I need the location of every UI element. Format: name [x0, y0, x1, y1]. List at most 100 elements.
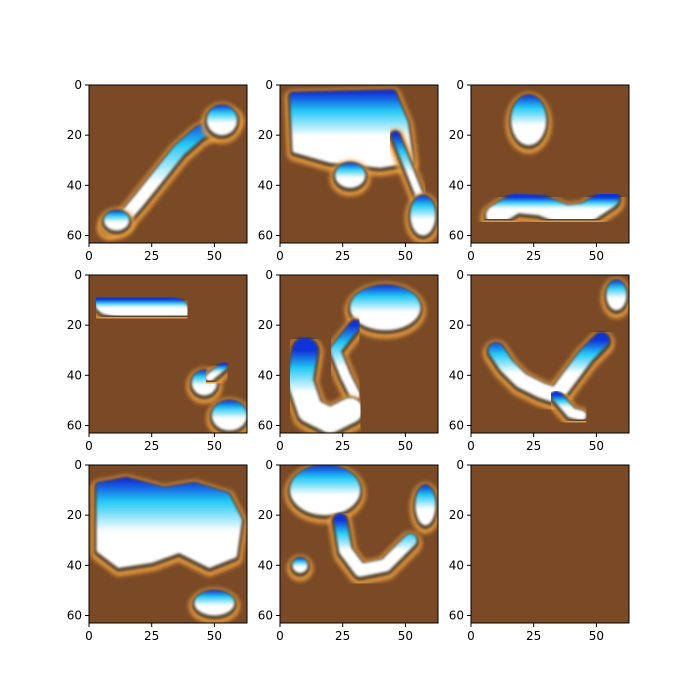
x-tick-label: 50	[207, 439, 222, 453]
y-tick-label: 0	[265, 268, 273, 282]
x-tick-label: 50	[589, 629, 604, 643]
y-tick-label: 60	[258, 228, 273, 242]
blob-ellipse	[104, 210, 130, 231]
blob-stroke	[486, 187, 619, 226]
subplot-row3-col1: 0 25 50 0 20 40 60	[67, 458, 248, 643]
y-tick-label: 20	[449, 508, 464, 522]
blob-polygon	[96, 477, 242, 568]
y-tick-label: 60	[449, 608, 464, 622]
blob-stroke	[330, 320, 361, 401]
x-tick-label: 50	[589, 249, 604, 263]
x-tick-label: 25	[335, 249, 350, 263]
y-tick-label: 0	[265, 458, 273, 472]
image-content	[282, 282, 426, 433]
y-tick-label: 20	[449, 318, 464, 332]
x-tick-label: 0	[276, 249, 284, 263]
image-content	[483, 277, 629, 429]
image-content	[284, 87, 438, 243]
y-tick-label: 40	[67, 368, 82, 382]
y-tick-label: 40	[449, 368, 464, 382]
axes-frame	[470, 84, 630, 244]
blob-ellipse	[415, 485, 436, 526]
blob-ellipse	[290, 465, 361, 516]
subplot-row2-col3: 0 25 50 0 20 40 60	[449, 268, 630, 453]
blob-stroke	[287, 337, 363, 433]
y-tick-label: 0	[74, 268, 82, 282]
y-tick-label: 20	[258, 128, 273, 142]
blob-ellipse	[211, 400, 247, 431]
x-tick-label: 25	[526, 629, 541, 643]
y-tick-label: 40	[258, 368, 273, 382]
y-tick-label: 20	[67, 318, 82, 332]
x-tick-label: 50	[398, 249, 413, 263]
y-tick-label: 40	[258, 558, 273, 572]
x-tick-label: 25	[526, 439, 541, 453]
subplot-row1-col3: 0 25 50 0 20 40 60	[449, 78, 630, 263]
y-tick-label: 40	[67, 558, 82, 572]
y-tick-label: 60	[67, 228, 82, 242]
x-tick-label: 50	[207, 629, 222, 643]
x-tick-label: 25	[144, 629, 159, 643]
y-tick-label: 20	[258, 318, 273, 332]
blob-ellipse	[292, 557, 308, 573]
subplot-row3-col3: 0 25 50 0 20 40 60	[449, 458, 630, 643]
y-tick-label: 40	[449, 558, 464, 572]
y-tick-label: 60	[449, 418, 464, 432]
x-tick-label: 25	[335, 629, 350, 643]
y-tick-label: 40	[258, 178, 273, 192]
blob-stroke	[551, 390, 587, 421]
axes-frame	[88, 84, 248, 244]
image-content	[91, 475, 247, 623]
image-content	[480, 92, 625, 234]
axes-frame	[470, 274, 630, 434]
image-content	[284, 465, 438, 586]
blob-ellipse	[410, 195, 436, 236]
y-tick-label: 60	[449, 228, 464, 242]
y-tick-label: 60	[258, 608, 273, 622]
axes-frame	[279, 464, 439, 624]
blob-ellipse	[206, 105, 237, 136]
x-tick-label: 0	[276, 439, 284, 453]
image-content	[89, 282, 247, 433]
y-tick-label: 20	[258, 508, 273, 522]
blob-ellipse	[511, 95, 547, 146]
x-tick-label: 50	[207, 249, 222, 263]
blob-stroke	[391, 131, 425, 202]
y-tick-label: 0	[456, 78, 464, 92]
y-tick-label: 20	[67, 128, 82, 142]
blob-ellipse	[194, 590, 235, 616]
y-tick-label: 60	[258, 418, 273, 432]
y-tick-label: 60	[67, 608, 82, 622]
y-tick-label: 0	[456, 268, 464, 282]
x-tick-label: 0	[467, 439, 475, 453]
blob-stroke	[333, 513, 417, 577]
subplot-row1-col2: 0 25 50 0 20 40 60	[258, 78, 439, 263]
y-tick-label: 40	[67, 178, 82, 192]
blob-ellipse	[350, 285, 421, 331]
image-content	[97, 102, 244, 241]
x-tick-label: 50	[398, 439, 413, 453]
x-tick-label: 0	[276, 629, 284, 643]
axes-frame	[470, 464, 630, 624]
axes-frame	[279, 84, 439, 244]
subplot-row2-col1: 0 25 50 0 20 40 60	[67, 268, 248, 453]
y-tick-label: 20	[449, 128, 464, 142]
axes-frame	[88, 464, 248, 624]
x-tick-label: 0	[467, 629, 475, 643]
subplot-row1-col1: 0 25 50 0 20 40 60	[67, 78, 248, 263]
x-tick-label: 0	[85, 439, 93, 453]
image-background	[471, 465, 629, 623]
y-tick-label: 0	[456, 458, 464, 472]
y-tick-label: 0	[74, 458, 82, 472]
x-tick-label: 0	[85, 629, 93, 643]
x-tick-label: 25	[144, 439, 159, 453]
blob-stroke	[205, 361, 229, 382]
y-tick-label: 20	[67, 508, 82, 522]
x-tick-label: 25	[526, 249, 541, 263]
y-tick-label: 40	[449, 178, 464, 192]
blob-stroke	[94, 285, 190, 328]
x-tick-label: 50	[589, 439, 604, 453]
x-tick-label: 25	[144, 249, 159, 263]
